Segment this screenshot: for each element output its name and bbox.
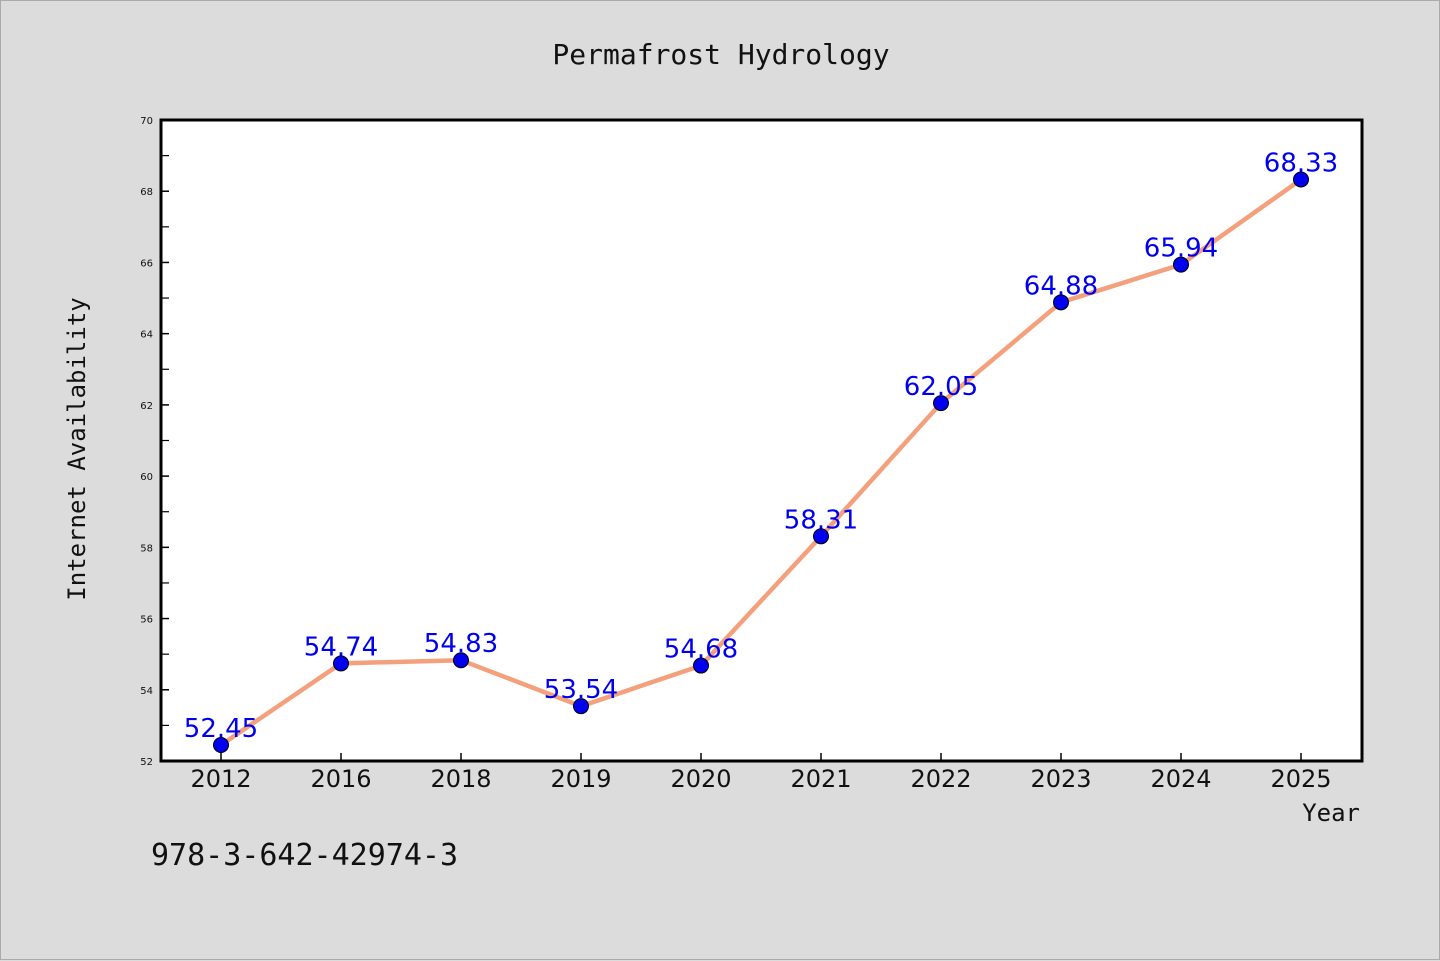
- data-label: 62.05: [904, 372, 978, 402]
- data-point: [573, 698, 589, 715]
- series-line: [218, 177, 1304, 748]
- data-label: 68.33: [1264, 148, 1338, 178]
- data-point: [453, 652, 469, 669]
- x-tick-label: 2020: [670, 765, 731, 793]
- x-tick-label: 2023: [1030, 765, 1091, 793]
- data-point: [1053, 294, 1069, 311]
- y-tick-label: 70: [140, 116, 153, 127]
- y-tick-label: 60: [140, 472, 153, 483]
- y-tick-label: 64: [140, 330, 153, 341]
- y-tick-label: 66: [140, 258, 153, 269]
- y-axis-label: Internet Availability: [63, 297, 91, 600]
- data-point: [333, 655, 349, 672]
- data-label: 53.54: [544, 675, 618, 705]
- y-tick-label: 58: [140, 543, 153, 554]
- data-label: 65.94: [1144, 234, 1218, 264]
- data-label: 64.88: [1024, 271, 1098, 301]
- data-labels: 52.45 54.74 54.83 53.54 54.68 58.31 62.05 64.88…: [184, 148, 1338, 744]
- data-point: [213, 736, 229, 753]
- y-tick-label: 52: [140, 757, 153, 768]
- plot-area: [161, 120, 1362, 761]
- x-tick-label: 2019: [550, 765, 611, 793]
- data-label: 52.45: [184, 714, 258, 744]
- y-tick-label: 54: [140, 686, 153, 697]
- x-tick-label: 2025: [1270, 765, 1331, 793]
- data-point: [1173, 256, 1189, 273]
- x-tick-label: 2024: [1150, 765, 1211, 793]
- x-tick-label: 2022: [910, 765, 971, 793]
- chart-title: Permafrost Hydrology: [552, 38, 889, 71]
- x-axis-label: Year: [1302, 799, 1360, 827]
- footer-isbn: 978-3-642-42974-3: [151, 838, 458, 873]
- plot-frame: [159, 118, 1364, 763]
- data-point: [693, 657, 709, 674]
- data-point: [1293, 171, 1309, 188]
- data-label: 54.74: [304, 632, 378, 662]
- x-tick-label: 2018: [430, 765, 491, 793]
- data-point: [933, 395, 949, 412]
- data-label: 58.31: [784, 505, 858, 535]
- data-label: 54.83: [424, 629, 498, 659]
- data-points: [213, 171, 1309, 753]
- x-tick-label: 2016: [310, 765, 371, 793]
- x-axis: 2012 2016 2018 2019 2020 2021 2022 2023 2024 2025: [190, 753, 1332, 793]
- y-tick-label: 62: [140, 401, 153, 412]
- y-tick-label: 68: [140, 187, 153, 198]
- x-tick-label: 2012: [190, 765, 251, 793]
- data-point: [813, 528, 829, 545]
- data-label: 54.68: [664, 635, 738, 665]
- x-tick-label: 2021: [790, 765, 851, 793]
- y-tick-label: 56: [140, 615, 153, 626]
